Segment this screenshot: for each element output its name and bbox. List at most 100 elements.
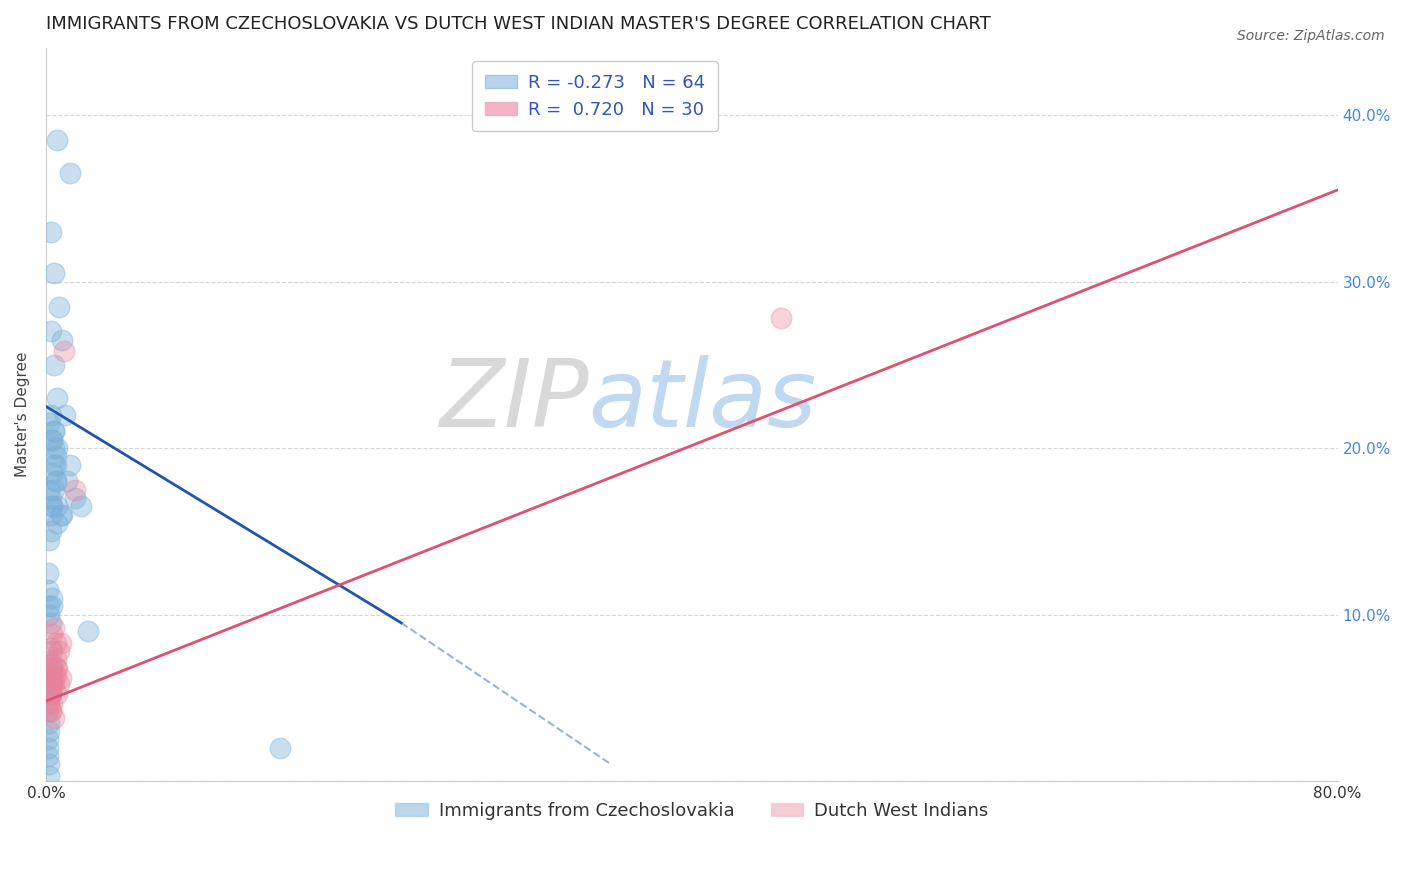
Point [39,704,62,718]
Point [39,508,62,522]
Point [38,769,60,783]
Point [39,615,62,630]
Point [45,661,67,675]
Point [46,516,69,530]
Point [45,652,67,666]
Point [37,704,59,718]
Point [45,458,67,472]
Point [39,524,62,539]
Point [45,450,67,464]
Point [39,225,62,239]
Point [46,687,69,701]
Point [45,475,67,489]
Point [46,661,69,675]
Point [38,696,60,710]
Point [38,674,60,689]
Point [42,266,65,280]
Point [38,757,60,772]
Point [77,624,100,639]
Point [42,441,65,455]
Point [39,640,62,655]
Point [63,483,86,497]
Point [41,661,63,675]
Point [42,425,65,439]
Point [49,636,72,650]
Point [45,475,67,489]
Point [37,566,59,580]
Point [48,677,70,691]
Point [38,607,60,622]
Point [42,358,65,372]
Point [41,644,63,658]
Point [42,458,65,472]
Point [41,591,63,605]
Point [37,749,59,764]
Point [269,740,291,755]
Point [41,677,63,691]
Point [769,311,792,326]
Point [37,740,59,755]
Point [39,687,62,701]
Text: Source: ZipAtlas.com: Source: ZipAtlas.com [1237,29,1385,43]
Point [41,500,63,514]
Point [42,621,65,635]
Point [39,704,62,718]
Point [45,669,67,683]
Text: ZIP: ZIP [439,354,589,446]
Text: atlas: atlas [589,354,817,446]
Point [42,483,65,497]
Point [41,500,63,514]
Point [39,491,62,505]
Legend: Immigrants from Czechoslovakia, Dutch West Indians: Immigrants from Czechoslovakia, Dutch We… [388,795,995,827]
Point [41,627,63,641]
Point [39,661,62,675]
Point [41,677,63,691]
Point [48,644,70,658]
Point [51,333,73,347]
Point [51,508,73,522]
Point [38,533,60,547]
Point [41,433,63,447]
Point [46,500,69,514]
Y-axis label: Master's Degree: Master's Degree [15,352,30,477]
Point [41,599,63,614]
Point [38,694,60,708]
Point [39,408,62,422]
Text: IMMIGRANTS FROM CZECHOSLOVAKIA VS DUTCH WEST INDIAN MASTER'S DEGREE CORRELATION : IMMIGRANTS FROM CZECHOSLOVAKIA VS DUTCH … [46,15,991,33]
Point [37,582,59,597]
Point [41,657,63,672]
Point [53,408,76,422]
Point [42,711,65,725]
Point [41,669,63,683]
Point [38,416,60,430]
Point [46,133,69,147]
Point [38,599,60,614]
Point [63,491,86,505]
Point [41,466,63,480]
Point [42,425,65,439]
Point [41,433,63,447]
Point [49,671,72,685]
Point [46,391,69,405]
Point [37,732,59,747]
Point [59,166,82,180]
Point [52,344,75,359]
Point [46,441,69,455]
Point [39,665,62,680]
Point [56,475,79,489]
Point [39,325,62,339]
Point [42,669,65,683]
Point [49,508,72,522]
Point [45,636,67,650]
Point [48,300,70,314]
Point [39,687,62,701]
Point [38,654,60,668]
Point [38,724,60,739]
Point [42,677,65,691]
Point [41,696,63,710]
Point [39,686,62,700]
Point [59,458,82,472]
Point [38,483,60,497]
Point [38,715,60,730]
Point [70,500,93,514]
